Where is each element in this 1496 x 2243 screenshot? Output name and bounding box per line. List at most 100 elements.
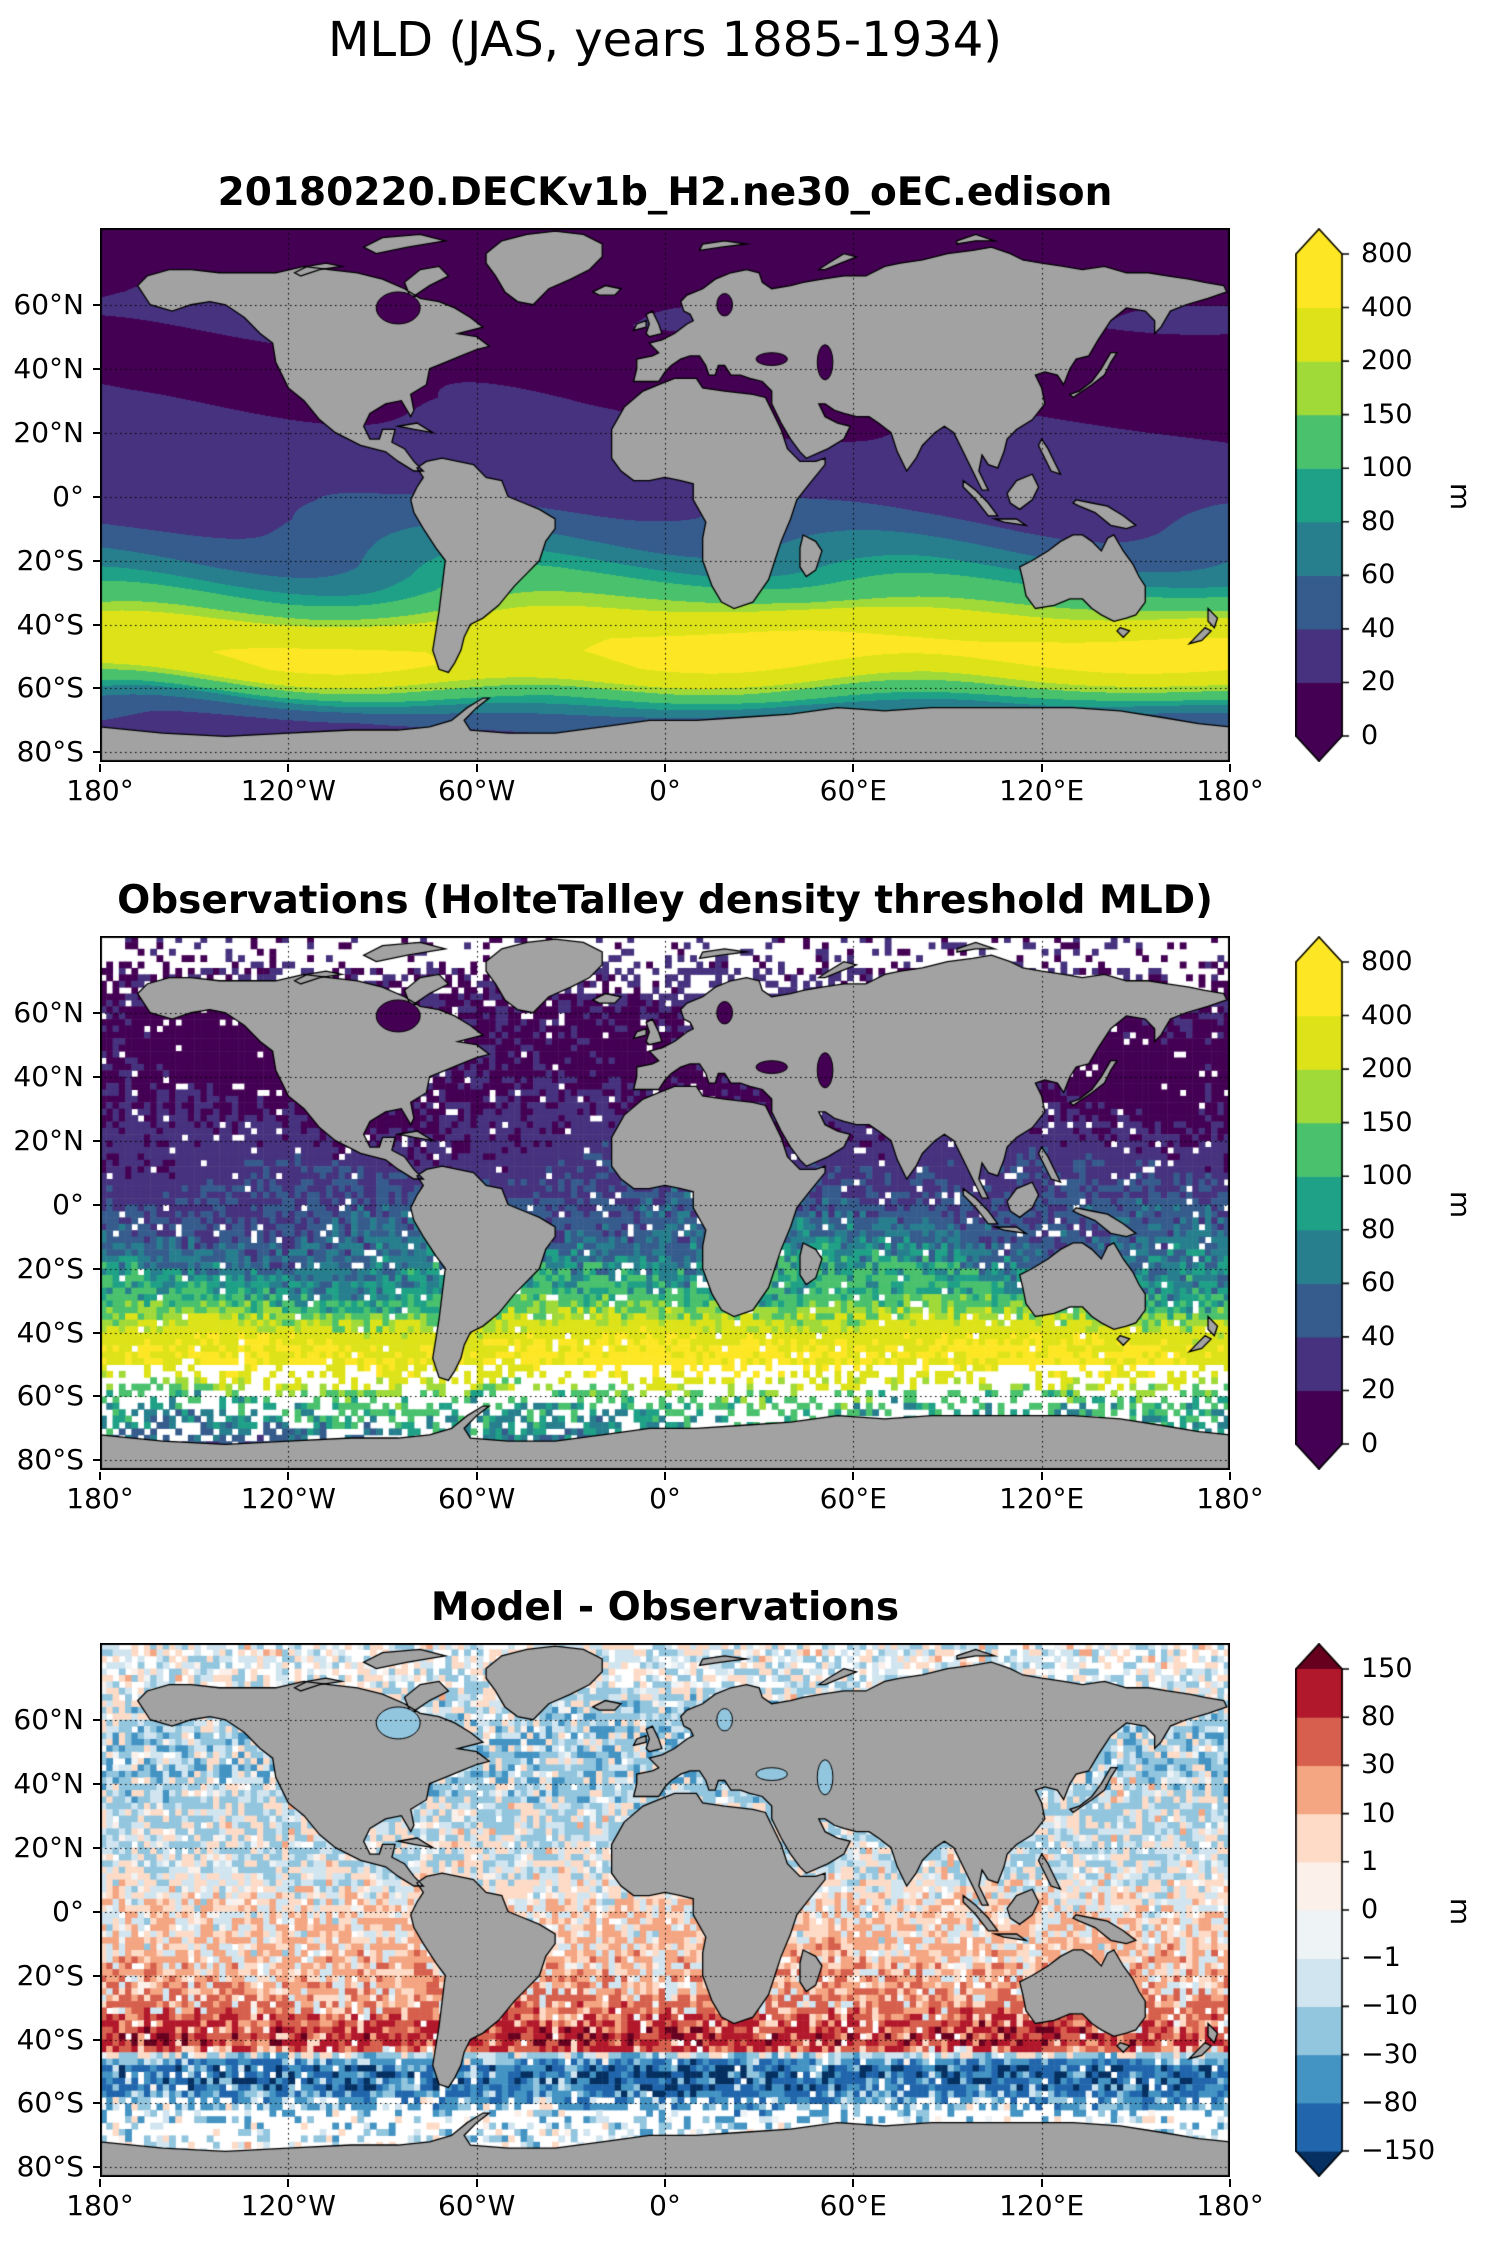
lat-tick-label: 40°N [13, 1766, 84, 1800]
lat-tick-mark [93, 303, 100, 306]
lat-tick-mark [93, 1974, 100, 1977]
lon-tick-mark [1040, 2179, 1043, 2187]
lat-tick-label: 40°S [16, 607, 84, 641]
colorbar-canvas-observations [1295, 936, 1355, 1470]
lon-tick-label: 120°E [999, 2189, 1085, 2222]
lat-tick-label: 0° [52, 1894, 84, 1928]
lat-tick-label: 40°N [13, 1059, 84, 1093]
colorbar-model: 800 400 200 150 100 80 60 40 20 0 m [1295, 228, 1496, 762]
lon-tick-label: 60°E [819, 1482, 887, 1515]
lon-tick-mark [664, 2179, 666, 2187]
lat-axis-difference: 60°N 40°N 20°N 0° 20°S 40°S 60°S 80°S [0, 1643, 100, 2183]
lat-tick-label: 40°S [16, 2022, 84, 2056]
colorbar-tick-label: 200 [1361, 1053, 1413, 1085]
colorbar-tick-label: 80 [1361, 1701, 1396, 1733]
colorbar-tick-label: 30 [1361, 1749, 1396, 1781]
lon-tick-mark [1229, 2179, 1231, 2187]
map-difference [100, 1643, 1230, 2177]
lat-tick-mark [93, 751, 100, 754]
lat-tick-mark [93, 2038, 100, 2041]
panel-model-title: 20180220.DECKv1b_H2.ne30_oEC.edison [217, 170, 1113, 216]
lon-tick-mark [287, 764, 290, 772]
colorbar-tick-label: 0 [1361, 1894, 1379, 1925]
lat-tick-label: 40°S [16, 1315, 84, 1349]
lat-tick-label: 60°S [16, 1379, 84, 1413]
lon-tick-label: 180° [1196, 2189, 1264, 2222]
lon-tick-label: 60°W [437, 2189, 516, 2222]
lon-tick-label: 120°W [240, 2189, 336, 2222]
lat-tick-label: 80°S [16, 2150, 84, 2184]
colorbar-tick-label: 100 [1361, 1160, 1413, 1192]
lon-tick-label: 180° [66, 2189, 134, 2222]
lon-tick-label: 60°E [819, 774, 887, 807]
lat-tick-mark [93, 559, 100, 562]
lat-tick-mark [93, 623, 100, 626]
lat-tick-mark [93, 367, 100, 370]
colorbar-tick-label: 100 [1361, 452, 1413, 484]
lon-tick-mark [475, 764, 478, 772]
lon-tick-label: 180° [66, 774, 134, 807]
lon-tick-label: 0° [649, 2189, 681, 2222]
colorbar-unit-difference: m [1444, 1897, 1478, 1926]
colorbar-difference: 150 80 30 10 1 0 −1 −10 −30 −80 −150 m [1295, 1643, 1496, 2177]
panel-difference: Model - Observations 60°N 40°N 20°N 0° 20°S 4… [0, 1543, 1496, 2243]
lat-tick-mark [93, 1075, 100, 1078]
lat-tick-mark [93, 1331, 100, 1334]
colorbar-tick-label: −30 [1361, 2038, 1418, 2070]
lon-tick-label: 120°W [240, 774, 336, 807]
lon-axis-difference: 180° 120°W 60°W 0° 60°E 120°E 180° [66, 2179, 1264, 2229]
lon-tick-mark [475, 1472, 478, 1480]
lon-tick-mark [99, 2179, 101, 2187]
lat-tick-label: 60°S [16, 671, 84, 705]
lat-tick-mark [93, 1139, 100, 1142]
lat-tick-mark [93, 1910, 100, 1913]
lat-tick-mark [93, 1459, 100, 1462]
colorbar-canvas-difference [1295, 1643, 1355, 2177]
figure-title: MLD (JAS, years 1885-1934) [328, 12, 1002, 68]
lon-tick-mark [1229, 764, 1231, 772]
map-canvas-difference [100, 1643, 1230, 2177]
colorbar-tick-label: 1 [1361, 1845, 1379, 1877]
colorbar-labels-model: 800 400 200 150 100 80 60 40 20 0 [1361, 228, 1481, 762]
lat-tick-label: 20°N [13, 1123, 84, 1157]
lat-tick-label: 60°N [13, 995, 84, 1029]
lat-tick-label: 0° [52, 479, 84, 513]
colorbar-labels-observations: 800 400 200 150 100 80 60 40 20 0 [1361, 936, 1481, 1470]
colorbar-tick-label: −1 [1361, 1942, 1401, 1974]
lat-tick-mark [93, 431, 100, 434]
map-canvas-model [100, 228, 1230, 762]
lat-tick-mark [93, 495, 100, 498]
lat-axis-observations: 60°N 40°N 20°N 0° 20°S 40°S 60°S 80°S [0, 936, 100, 1476]
colorbar-unit-model: m [1444, 482, 1478, 511]
lon-tick-mark [287, 2179, 290, 2187]
lat-tick-mark [93, 687, 100, 690]
lon-tick-label: 120°E [999, 774, 1085, 807]
lat-tick-mark [93, 1267, 100, 1270]
colorbar-tick-label: 40 [1361, 612, 1396, 644]
colorbar-tick-label: 150 [1361, 1106, 1413, 1138]
lat-tick-label: 20°S [16, 543, 84, 577]
lon-tick-label: 60°E [819, 2189, 887, 2222]
lat-tick-label: 60°S [16, 2086, 84, 2120]
lat-tick-label: 20°N [13, 1830, 84, 1864]
lon-tick-label: 120°W [240, 1482, 336, 1515]
colorbar-tick-label: 800 [1361, 946, 1413, 977]
lat-axis-model: 60°N 40°N 20°N 0° 20°S 40°S 60°S 80°S [0, 228, 100, 768]
lat-tick-label: 0° [52, 1187, 84, 1221]
lon-tick-label: 180° [1196, 1482, 1264, 1515]
panel-observations: Observations (HolteTalley density thresh… [0, 836, 1496, 1536]
colorbar-tick-label: 0 [1361, 720, 1379, 751]
lon-tick-label: 180° [1196, 774, 1264, 807]
lon-tick-label: 60°W [437, 774, 516, 807]
lon-tick-mark [852, 1472, 855, 1480]
map-model [100, 228, 1230, 762]
lat-tick-mark [93, 2166, 100, 2169]
colorbar-tick-label: 40 [1361, 1320, 1396, 1352]
lat-tick-mark [93, 2102, 100, 2105]
map-observations [100, 936, 1230, 1470]
lon-axis-model: 180° 120°W 60°W 0° 60°E 120°E 180° [66, 764, 1264, 814]
colorbar-tick-label: −10 [1361, 1990, 1418, 2022]
lon-tick-label: 0° [649, 774, 681, 807]
lon-axis-observations: 180° 120°W 60°W 0° 60°E 120°E 180° [66, 1472, 1264, 1522]
lat-tick-label: 20°S [16, 1251, 84, 1285]
